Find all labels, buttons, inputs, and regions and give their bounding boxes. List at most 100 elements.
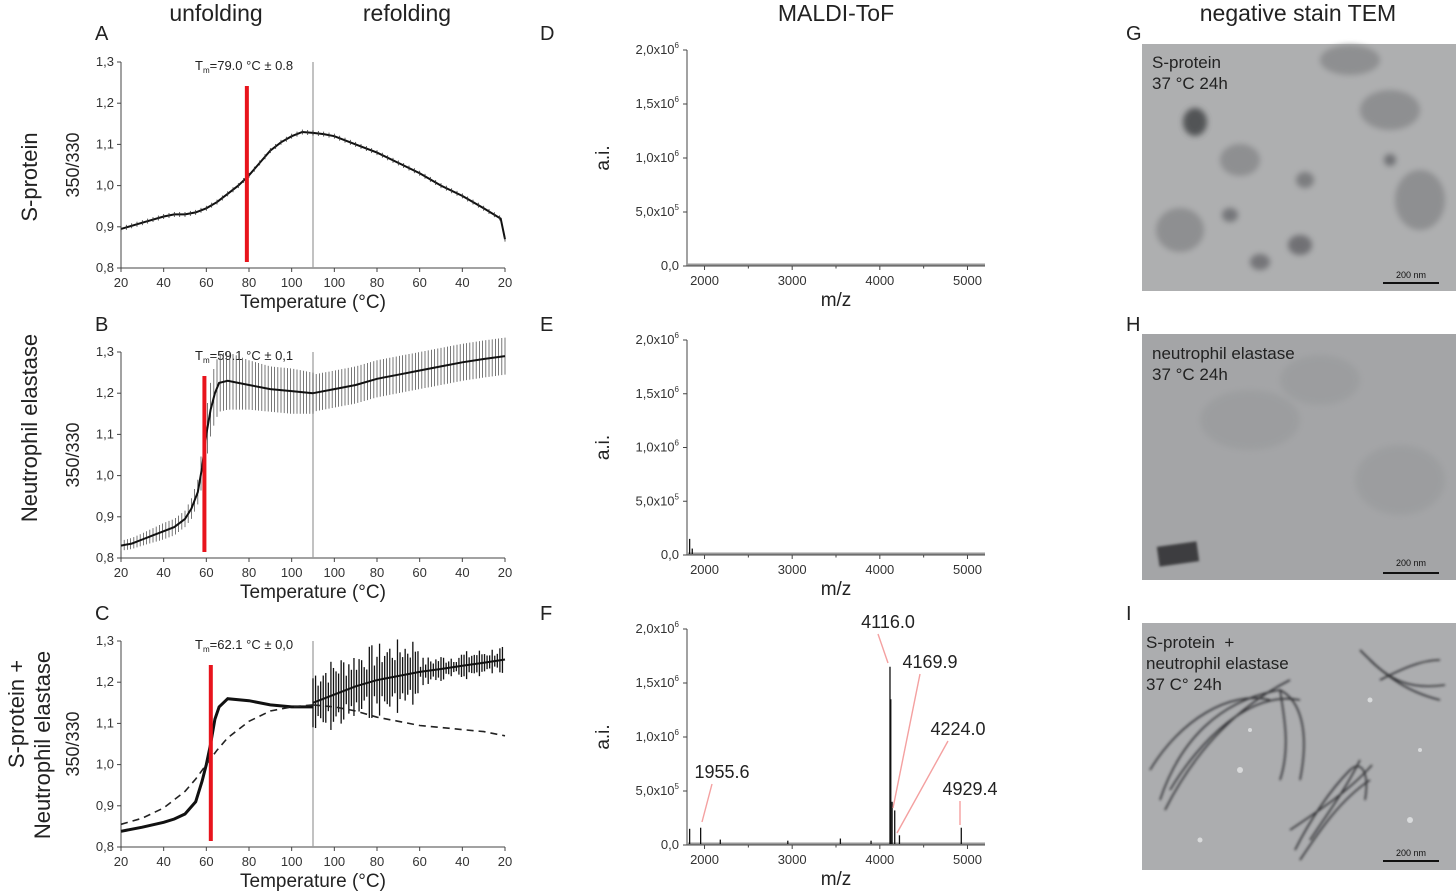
chart-e-y-tick-label: 5,0x105 xyxy=(636,492,680,508)
panel-letter-e: E xyxy=(540,314,553,336)
panel-letter-i: I xyxy=(1126,603,1132,625)
chart-a-y-tick-label: 1,0 xyxy=(96,178,114,193)
chart-c-x-tick-label: 80 xyxy=(242,854,256,869)
chart-b-x-tick-label: 60 xyxy=(199,565,213,580)
chart-c-x-tick-label: 20 xyxy=(114,854,128,869)
chart-e-y-axis-label: a.i. xyxy=(593,435,614,460)
panel-letter-b: B xyxy=(95,314,108,336)
chart-a-y-tick-label: 1,3 xyxy=(96,54,114,69)
panel-letter-h: H xyxy=(1126,314,1140,336)
chart-b-x-axis-label: Temperature (°C) xyxy=(240,582,386,603)
chart-d-x-tick-label: 2000 xyxy=(690,273,719,288)
chart-c-y-tick-label: 0,9 xyxy=(96,798,114,813)
chart-d-y-axis-label: a.i. xyxy=(593,145,614,170)
chart-e-x-tick-label: 5000 xyxy=(953,562,982,577)
chart-b-y-axis-label: 350/330 xyxy=(63,422,83,487)
chart-d-y-tick-label: 1,0x106 xyxy=(636,149,680,165)
chart-d-x-tick-label: 4000 xyxy=(865,273,894,288)
chart-c-x-tick-label: 80 xyxy=(370,854,384,869)
chart-e-x-tick-label: 4000 xyxy=(865,562,894,577)
header-refolding: refolding xyxy=(363,0,451,26)
chart-a-x-axis-label: Temperature (°C) xyxy=(240,292,386,313)
chart-a-x-tick-label: 20 xyxy=(114,275,128,290)
chart-e-maldi-neutrophil-elastase: 0,0 5,0x105 1,0x106 1,5x106 2,0x106 2000 3000 4… xyxy=(593,331,985,600)
chart-a-y-tick-label: 1,1 xyxy=(96,136,114,151)
chart-b-neutrophil-elastase-fluorescence: 0,8 0,9 1,0 1,1 1,2 1,3 20 40 60 80 100 100 80 60 40 20… xyxy=(63,337,512,603)
header-unfolding: unfolding xyxy=(169,0,262,26)
tem-image-g: 200 nm xyxy=(1142,44,1456,291)
chart-f-x-tick-label: 3000 xyxy=(778,852,807,867)
tem-h-label: neutrophil elastase 37 °C 24h xyxy=(1152,344,1295,384)
chart-c-mixture-fluorescence: 0,8 0,9 1,0 1,1 1,2 1,3 20 40 60 80 100 100 80 60 40 20… xyxy=(63,633,512,892)
chart-d-x-tick-label: 5000 xyxy=(953,273,982,288)
chart-a-y-tick-label: 0,8 xyxy=(96,260,114,275)
chart-f-peak-label: 4224.0 xyxy=(930,719,985,739)
chart-b-x-tick-label: 40 xyxy=(455,565,469,580)
panel-letter-d: D xyxy=(540,23,554,45)
chart-c-y-axis-label: 350/330 xyxy=(63,711,83,776)
chart-a-x-tick-label: 60 xyxy=(412,275,426,290)
chart-b-y-tick-label: 1,2 xyxy=(96,385,114,400)
chart-b-x-tick-label: 40 xyxy=(156,565,170,580)
chart-a-tm-label: Tm=79.0 °C ± 0.8 xyxy=(195,58,293,75)
chart-a-x-tick-label: 100 xyxy=(323,275,345,290)
chart-b-x-tick-label: 20 xyxy=(498,565,512,580)
chart-a-refolding-series xyxy=(312,131,506,240)
chart-e-y-tick-label: 1,5x106 xyxy=(636,385,680,401)
chart-c-x-axis-label: Temperature (°C) xyxy=(240,871,386,892)
chart-b-x-tick-label: 60 xyxy=(412,565,426,580)
chart-f-peak-label: 4929.4 xyxy=(942,779,997,799)
chart-c-x-tick-label: 40 xyxy=(455,854,469,869)
chart-c-x-tick-label: 20 xyxy=(498,854,512,869)
chart-e-y-tick-label: 0,0 xyxy=(661,547,679,562)
chart-b-x-tick-label: 100 xyxy=(281,565,303,580)
row-label-s-protein: S-protein xyxy=(17,132,42,221)
chart-f-x-tick-label: 4000 xyxy=(865,852,894,867)
chart-a-x-tick-label: 60 xyxy=(199,275,213,290)
tem-g-label: S-protein 37 °C 24h xyxy=(1152,53,1228,93)
row-label-neutrophil-elastase-2: Neutrophil elastase xyxy=(30,651,55,839)
chart-c-y-tick-label: 1,0 xyxy=(96,757,114,772)
tem-i-label: S-protein + neutrophil elastase 37 C° 24… xyxy=(1146,633,1289,694)
chart-c-x-tick-label: 100 xyxy=(323,854,345,869)
chart-f-y-tick-label: 2,0x106 xyxy=(636,620,680,636)
chart-d-y-tick-label: 0,0 xyxy=(661,258,679,273)
chart-c-x-tick-label: 60 xyxy=(199,854,213,869)
chart-a-x-tick-label: 40 xyxy=(156,275,170,290)
chart-c-x-tick-label: 100 xyxy=(281,854,303,869)
chart-a-y-axis-label: 350/330 xyxy=(63,132,83,197)
panel-letter-g: G xyxy=(1126,23,1142,45)
chart-f-y-tick-label: 0,0 xyxy=(661,837,679,852)
chart-f-y-axis-label: a.i. xyxy=(593,724,614,749)
chart-f-peak-label: 4116.0 xyxy=(861,612,915,632)
chart-d-y-tick-label: 5,0x105 xyxy=(636,203,680,219)
chart-b-refolding-series xyxy=(312,355,506,395)
chart-c-dashed-refolding-series xyxy=(312,704,506,737)
chart-e-x-axis-label: m/z xyxy=(821,579,852,600)
chart-f-peak-leader xyxy=(892,673,921,809)
chart-b-x-tick-label: 80 xyxy=(242,565,256,580)
chart-f-y-tick-label: 5,0x105 xyxy=(636,782,680,798)
chart-b-unfolding-series xyxy=(120,379,314,547)
chart-e-x-tick-label: 3000 xyxy=(778,562,807,577)
chart-f-y-tick-label: 1,5x106 xyxy=(636,674,680,690)
chart-f-peak-leader xyxy=(896,740,949,834)
chart-c-y-tick-label: 1,1 xyxy=(96,715,114,730)
header-tem: negative stain TEM xyxy=(1200,0,1396,26)
chart-d-x-tick-label: 3000 xyxy=(778,273,807,288)
chart-c-dashed-unfolding-series xyxy=(120,704,314,826)
chart-b-y-tick-label: 0,9 xyxy=(96,509,114,524)
chart-c-x-tick-label: 40 xyxy=(156,854,170,869)
panel-letter-c: C xyxy=(95,603,109,625)
chart-c-y-tick-label: 1,2 xyxy=(96,674,114,689)
chart-b-y-tick-label: 1,3 xyxy=(96,344,114,359)
chart-a-unfolding-series xyxy=(120,130,314,230)
chart-f-peak-label: 1955.6 xyxy=(694,762,749,782)
chart-a-x-tick-label: 80 xyxy=(370,275,384,290)
chart-b-x-tick-label: 100 xyxy=(323,565,345,580)
chart-b-y-tick-label: 1,1 xyxy=(96,426,114,441)
tem-h-scale: 200 nm xyxy=(1396,558,1426,568)
chart-e-y-tick-label: 2,0x106 xyxy=(636,331,680,347)
tem-image-h: 200 nm xyxy=(1142,334,1456,580)
chart-f-peak-leader xyxy=(701,783,713,823)
